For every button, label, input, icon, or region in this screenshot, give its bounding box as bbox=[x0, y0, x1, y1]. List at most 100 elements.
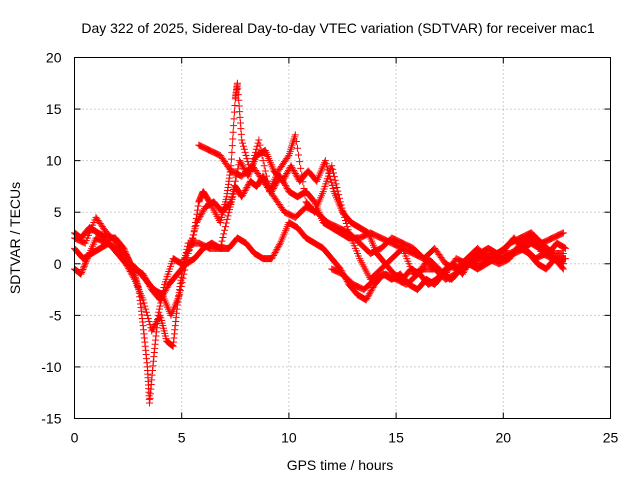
data-point bbox=[122, 249, 130, 257]
data-point bbox=[140, 299, 148, 307]
data-point bbox=[269, 252, 277, 260]
x-tick-label: 25 bbox=[603, 430, 619, 446]
data-point bbox=[192, 222, 200, 230]
data-point bbox=[330, 173, 338, 181]
data-point bbox=[229, 135, 237, 143]
data-point bbox=[149, 324, 157, 332]
data-point bbox=[364, 293, 372, 301]
data-points bbox=[71, 79, 569, 407]
data-point bbox=[292, 171, 300, 179]
data-point bbox=[155, 313, 163, 321]
data-point bbox=[255, 136, 263, 144]
data-point bbox=[77, 270, 85, 278]
data-point bbox=[143, 308, 151, 316]
data-point bbox=[362, 296, 370, 304]
data-point bbox=[194, 215, 202, 223]
data-point bbox=[194, 217, 202, 225]
data-point bbox=[230, 122, 238, 130]
data-point bbox=[283, 170, 291, 178]
data-point bbox=[270, 183, 278, 191]
data-point bbox=[78, 269, 86, 277]
data-point bbox=[321, 157, 329, 165]
data-point bbox=[120, 246, 128, 254]
data-point bbox=[218, 237, 226, 245]
data-point bbox=[366, 288, 374, 296]
data-point bbox=[228, 142, 236, 150]
data-point bbox=[163, 284, 171, 292]
data-point bbox=[236, 158, 244, 166]
data-point bbox=[329, 165, 337, 173]
data-point bbox=[196, 212, 204, 220]
data-point bbox=[80, 262, 88, 270]
data-point bbox=[369, 284, 377, 292]
data-point bbox=[238, 161, 246, 169]
data-point bbox=[273, 178, 281, 186]
data-point bbox=[559, 265, 567, 273]
data-point bbox=[323, 163, 331, 171]
y-tick-label: 15 bbox=[46, 101, 62, 117]
data-point bbox=[278, 177, 286, 185]
data-point bbox=[224, 212, 232, 220]
data-point bbox=[197, 211, 205, 219]
data-point bbox=[187, 240, 195, 248]
data-point bbox=[78, 267, 86, 275]
data-point bbox=[229, 128, 237, 136]
data-point bbox=[123, 252, 131, 260]
data-point bbox=[241, 187, 249, 195]
y-tick-label: 10 bbox=[46, 153, 62, 169]
data-point bbox=[180, 270, 188, 278]
data-point bbox=[561, 244, 569, 252]
data-point bbox=[148, 327, 156, 335]
data-point bbox=[223, 215, 231, 223]
data-point bbox=[178, 278, 186, 286]
data-point bbox=[287, 162, 295, 170]
data-point bbox=[275, 242, 283, 250]
data-point bbox=[310, 197, 318, 205]
data-point bbox=[150, 322, 158, 330]
data-point bbox=[230, 186, 238, 194]
data-point bbox=[182, 258, 190, 266]
data-point bbox=[156, 296, 164, 304]
data-point bbox=[282, 183, 290, 191]
data-point bbox=[242, 151, 250, 159]
data-point bbox=[162, 285, 170, 293]
data-point bbox=[322, 160, 330, 168]
data-point bbox=[324, 166, 332, 174]
data-point bbox=[183, 254, 191, 262]
data-point bbox=[194, 202, 202, 210]
x-tick-label: 0 bbox=[71, 430, 79, 446]
data-point bbox=[272, 180, 280, 188]
data-point bbox=[179, 274, 187, 282]
y-tick-label: -15 bbox=[41, 411, 61, 427]
data-point bbox=[331, 176, 339, 184]
data-point bbox=[186, 243, 194, 251]
data-point bbox=[151, 321, 159, 329]
data-point bbox=[269, 253, 277, 261]
data-point bbox=[152, 319, 160, 327]
data-point bbox=[558, 229, 566, 237]
data-point bbox=[236, 157, 244, 165]
data-point bbox=[176, 287, 184, 295]
data-point bbox=[81, 259, 89, 267]
data-point bbox=[143, 311, 151, 319]
data-point bbox=[291, 170, 299, 178]
data-point bbox=[271, 248, 279, 256]
data-point bbox=[342, 220, 350, 228]
data-point bbox=[189, 231, 197, 239]
data-point bbox=[239, 190, 247, 198]
data-point bbox=[268, 255, 276, 263]
data-point bbox=[168, 341, 176, 349]
data-point bbox=[199, 208, 207, 216]
data-point bbox=[176, 291, 184, 299]
data-point bbox=[200, 206, 208, 214]
data-point bbox=[327, 178, 335, 186]
data-point bbox=[261, 167, 269, 175]
data-point bbox=[366, 290, 374, 298]
data-point bbox=[239, 163, 247, 171]
data-point bbox=[243, 155, 251, 163]
data-point bbox=[125, 257, 133, 265]
axis-ticks: 0 5 10 15 20 25 -15 -10 -5 0 5 10 15 20 bbox=[41, 50, 618, 446]
data-point bbox=[275, 241, 283, 249]
data-point bbox=[558, 264, 566, 272]
